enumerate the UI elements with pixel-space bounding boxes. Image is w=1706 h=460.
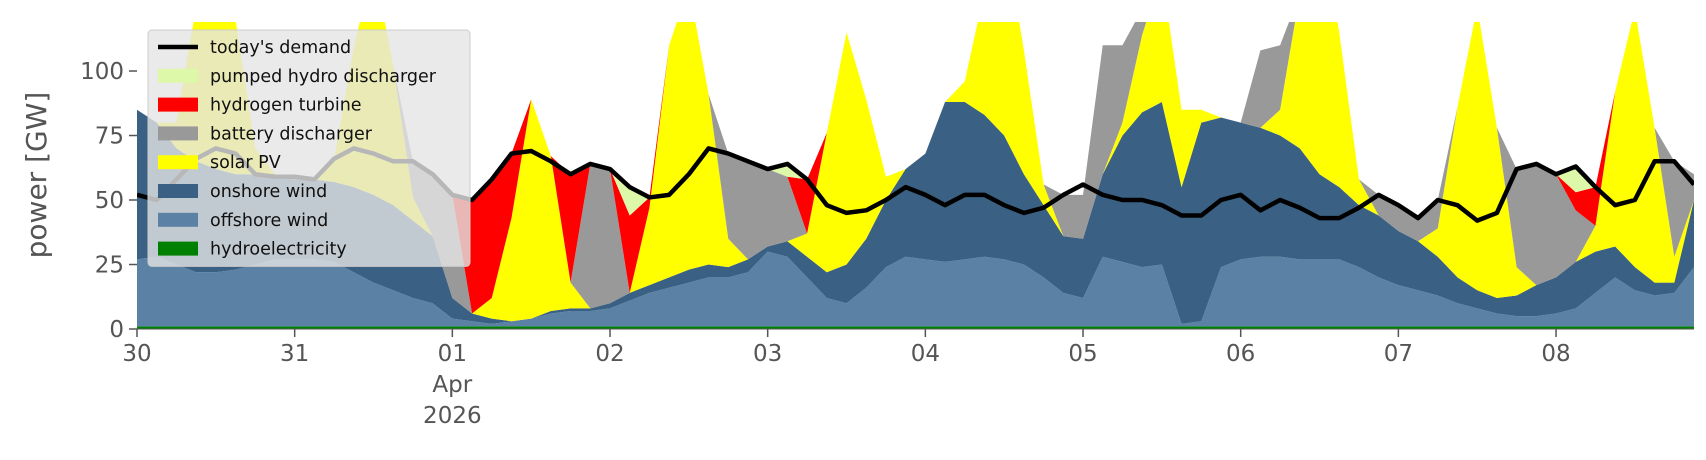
legend-label: hydroelectricity	[210, 240, 347, 260]
y-tick-label: 0	[109, 317, 124, 343]
legend-swatch	[158, 241, 198, 256]
legend-label: battery discharger	[210, 124, 373, 144]
legend-label: today's demand	[210, 38, 351, 58]
legend-swatch	[158, 97, 198, 112]
x-tick-label: 05	[1068, 341, 1098, 367]
legend-label: pumped hydro discharger	[210, 67, 437, 87]
legend-swatch	[158, 155, 198, 170]
area	[137, 101, 1694, 324]
area	[137, 326, 1694, 329]
legend-label: solar PV	[210, 153, 281, 173]
x-tick-label: 01 Apr 2026	[423, 341, 482, 429]
x-tick-label: 07	[1383, 341, 1413, 367]
x-tick-label: 03	[753, 341, 783, 367]
x-tick-label: 08	[1541, 341, 1571, 367]
legend-label: onshore wind	[210, 182, 327, 202]
x-tick-label: 06	[1226, 341, 1256, 367]
x-tick-label: 31	[280, 341, 310, 367]
area	[137, 22, 1694, 322]
legend-swatch	[158, 184, 198, 198]
x-tick-label: 02	[595, 341, 625, 367]
legend-box	[147, 29, 471, 267]
legend: today's demand pumped hydro discharger hyd…	[147, 29, 471, 267]
legend-swatch	[158, 68, 198, 83]
area	[137, 251, 1694, 327]
y-tick-label: 25	[95, 253, 124, 279]
y-tick-label: 50	[95, 188, 124, 214]
legend-label: offshore wind	[210, 211, 328, 231]
y-tick-label: 100	[80, 59, 124, 85]
legend-label: hydrogen turbine	[210, 96, 362, 116]
x-tick-label: 04	[910, 341, 940, 367]
legend-swatch	[158, 126, 198, 141]
y-tick-label: 75	[95, 124, 124, 150]
y-axis-label: power [GW]	[20, 92, 53, 259]
legend-swatch	[158, 212, 198, 227]
x-tick-label: 30	[122, 341, 152, 367]
